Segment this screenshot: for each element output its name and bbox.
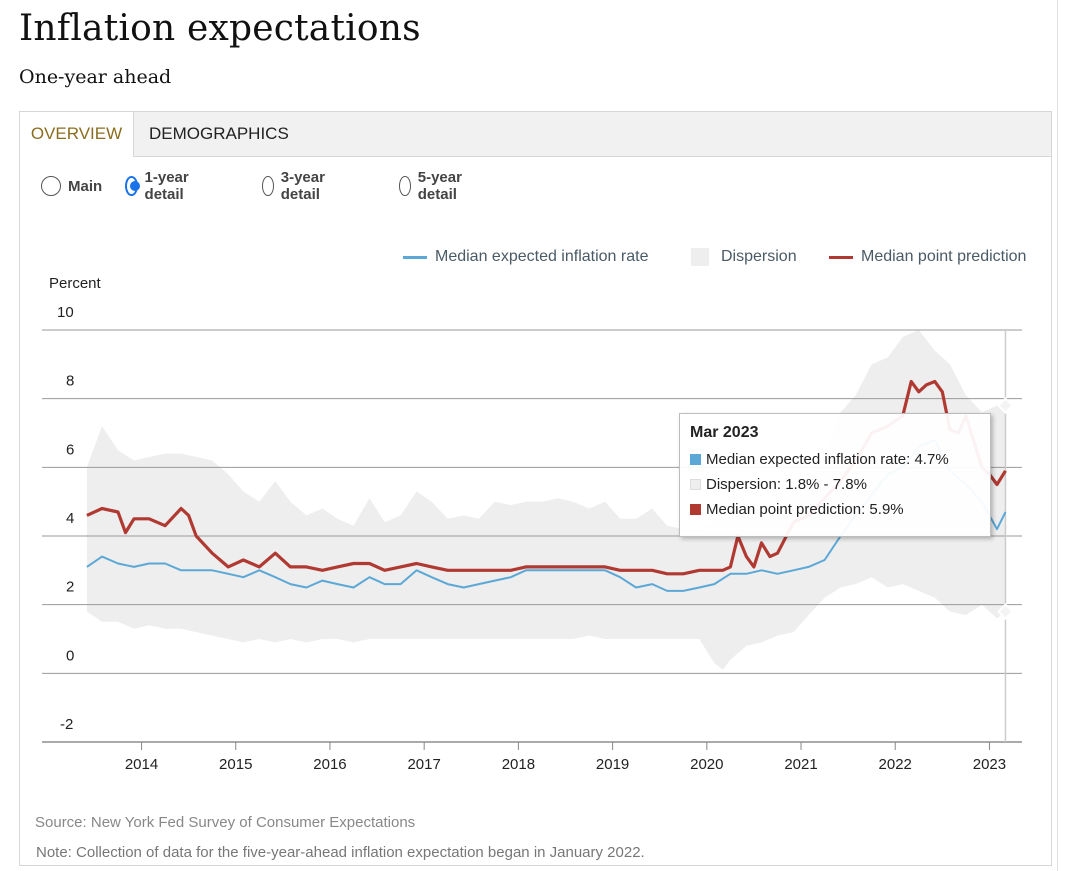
radio-circle[interactable]	[41, 176, 61, 196]
source-note: Source: New York Fed Survey of Consumer …	[35, 814, 416, 831]
y-tick-label: 2	[66, 579, 74, 596]
y-tick-label: 6	[66, 441, 74, 458]
footnote: Note: Collection of data for the five-ye…	[36, 844, 645, 861]
page-subtitle: One-year ahead	[19, 66, 172, 88]
page-title: Inflation expectations	[19, 8, 421, 49]
radio-circle[interactable]	[399, 176, 411, 196]
dispersion-band	[86, 330, 1006, 670]
legend-line-icon	[403, 255, 427, 259]
x-tick-label: 2021	[784, 756, 817, 773]
radio-circle[interactable]	[262, 176, 274, 196]
tooltip-row-dispersion: Dispersion: 1.8% - 7.8%	[690, 472, 980, 497]
x-tick-label: 2020	[690, 756, 723, 773]
tab-overview[interactable]: OVERVIEW	[20, 112, 134, 157]
tooltip-swatch-icon	[690, 479, 701, 490]
tooltip-text: Median expected inflation rate: 4.7%	[706, 451, 949, 468]
tooltip-text: Dispersion: 1.8% - 7.8%	[706, 476, 867, 493]
x-tick-label: 2014	[125, 756, 158, 773]
x-tick-label: 2019	[596, 756, 629, 773]
y-tick-label: 10	[57, 304, 74, 321]
tooltip-row-median-point: Median point prediction: 5.9%	[690, 497, 980, 522]
legend-median-point[interactable]: Median point prediction	[829, 246, 1026, 268]
median-point-line	[86, 379, 1007, 576]
x-tick-label: 2015	[219, 756, 252, 773]
tooltip-swatch-icon	[690, 454, 701, 465]
y-tick-label: 8	[66, 373, 74, 390]
legend-label: Median expected inflation rate	[435, 248, 649, 265]
y-tick-label: -2	[60, 716, 73, 733]
hover-marker	[997, 603, 1014, 620]
radio-1-year-detail[interactable]: 1-year detail	[125, 169, 191, 203]
radio-label: 5-year detail	[417, 169, 462, 203]
legend-label: Median point prediction	[861, 248, 1027, 265]
tooltip-text: Median point prediction: 5.9%	[706, 501, 904, 518]
radio-main[interactable]: Main	[41, 173, 102, 199]
chart-panel: OVERVIEW DEMOGRAPHICS Main 1-year detail…	[19, 111, 1052, 866]
radio-label: Main	[68, 177, 103, 195]
legend-median-expected[interactable]: Median expected inflation rate	[403, 246, 648, 268]
x-tick-label: 2017	[407, 756, 440, 773]
x-tick-label: 2018	[502, 756, 535, 773]
radio-label: 3-year detail	[280, 169, 325, 203]
tab-bar: OVERVIEW DEMOGRAPHICS	[20, 112, 1051, 157]
tooltip-row-median-expected: Median expected inflation rate: 4.7%	[690, 447, 980, 472]
tooltip-swatch-icon	[690, 504, 701, 515]
y-tick-label: 0	[66, 647, 74, 664]
legend-box-icon	[691, 248, 709, 266]
hover-marker	[997, 397, 1014, 414]
tab-demographics[interactable]: DEMOGRAPHICS	[149, 124, 289, 143]
y-axis-title: Percent	[49, 275, 101, 292]
x-tick-label: 2016	[313, 756, 346, 773]
x-tick-label: 2022	[879, 756, 912, 773]
y-tick-label: 4	[66, 510, 74, 527]
radio-5-year-detail[interactable]: 5-year detail	[399, 169, 465, 203]
radio-circle[interactable]	[125, 176, 140, 196]
legend-dispersion[interactable]: Dispersion	[691, 246, 797, 268]
radio-label: 1-year detail	[144, 169, 189, 203]
page-divider	[1057, 0, 1058, 871]
legend-label: Dispersion	[721, 248, 797, 265]
tooltip-title: Mar 2023	[690, 424, 759, 441]
legend-line-icon	[829, 255, 853, 259]
radio-3-year-detail[interactable]: 3-year detail	[262, 169, 328, 203]
x-tick-label: 2023	[973, 756, 1006, 773]
chart-tooltip: Mar 2023 Median expected inflation rate:…	[679, 413, 991, 537]
